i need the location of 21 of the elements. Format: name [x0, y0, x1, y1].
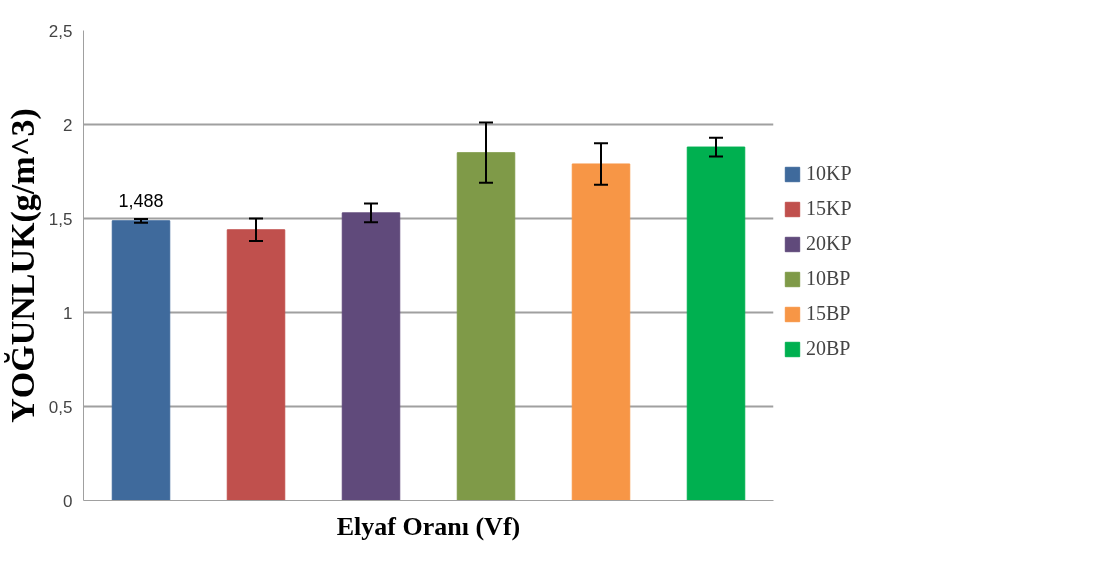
bar — [341, 212, 401, 501]
y-tick-label: 1,5 — [48, 209, 73, 229]
legend-label: 10KP — [806, 162, 852, 185]
y-tick-label: 0 — [63, 491, 73, 511]
legend-label: 10BP — [806, 267, 851, 290]
bar — [226, 229, 286, 501]
legend-label: 20BP — [806, 337, 851, 360]
legend-label: 20KP — [806, 232, 852, 255]
bar — [571, 163, 631, 501]
bar — [686, 146, 746, 501]
bar — [111, 220, 171, 501]
legend-label: 15KP — [806, 197, 852, 220]
y-tick-label: 2,5 — [48, 21, 73, 41]
y-tick-label: 2 — [63, 115, 73, 135]
bar — [456, 152, 516, 501]
y-axis-title: YOĞUNLUK(g/m^3) — [3, 108, 42, 423]
y-tick-label: 0,5 — [48, 397, 73, 417]
y-tick-label: 1 — [63, 303, 73, 323]
annotation: 1,488 — [118, 190, 164, 211]
legend-label: 15BP — [806, 302, 851, 325]
x-axis-title: Elyaf Oranı (Vf) — [336, 511, 521, 541]
